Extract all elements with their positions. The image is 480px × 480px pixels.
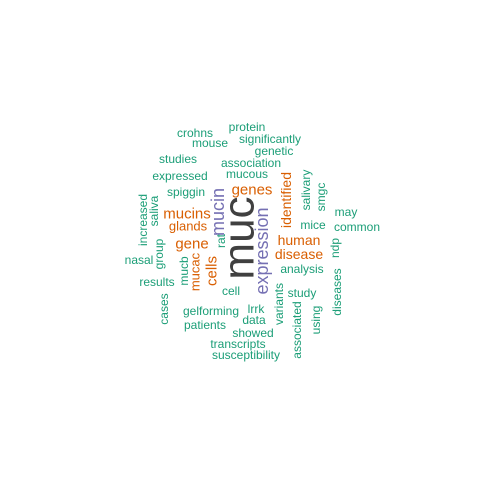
- word-expressed: expressed: [152, 169, 207, 183]
- word-identified: identified: [278, 172, 294, 228]
- word-showed: showed: [232, 326, 273, 340]
- word-crohns: crohns: [177, 126, 213, 140]
- word-variants: variants: [272, 283, 286, 325]
- word-rat: rat: [214, 233, 228, 248]
- word-group: group: [152, 238, 166, 269]
- word-cell: cell: [222, 284, 240, 298]
- word-mucin: mucin: [208, 188, 228, 236]
- word-results: results: [139, 275, 174, 289]
- word-mucins: mucins: [163, 206, 211, 223]
- word-mucb: mucb: [177, 256, 191, 286]
- word-increased: increased: [136, 194, 150, 246]
- word-using: using: [309, 306, 323, 335]
- word-muc: muc: [215, 196, 264, 279]
- word-gelforming: gelforming: [183, 304, 239, 318]
- word-mouse: mouse: [192, 136, 228, 150]
- word-spiggin: spiggin: [167, 185, 205, 199]
- word-studies: studies: [159, 152, 197, 166]
- word-study: study: [288, 286, 317, 300]
- word-disease: disease: [275, 246, 323, 262]
- word-data: data: [242, 313, 266, 327]
- word-susceptibility: susceptibility: [212, 348, 280, 362]
- word-mucous: mucous: [226, 167, 268, 181]
- word-lrrk: lrrk: [248, 302, 266, 316]
- word-nasal: nasal: [125, 253, 154, 267]
- word-cases: cases: [157, 293, 171, 324]
- word-association: association: [221, 156, 281, 170]
- word-cells: cells: [204, 256, 221, 286]
- word-significantly: significantly: [239, 132, 301, 146]
- word-salivary: salivary: [299, 170, 313, 211]
- word-genes: genes: [232, 182, 273, 199]
- word-gene: gene: [175, 236, 208, 253]
- word-analysis: analysis: [280, 262, 323, 276]
- word-mice: mice: [300, 218, 326, 232]
- word-transcripts: transcripts: [210, 337, 265, 351]
- word-glands: glands: [169, 219, 208, 234]
- word-common: common: [334, 220, 380, 234]
- word-diseases: diseases: [330, 268, 344, 315]
- word-may: may: [335, 205, 358, 219]
- word-expression: expression: [252, 207, 272, 294]
- word-protein: protein: [229, 120, 266, 134]
- word-patients: patients: [184, 318, 226, 332]
- word-associated: associated: [290, 301, 304, 358]
- word-genetic: genetic: [255, 144, 294, 158]
- word-human: human: [278, 232, 321, 248]
- word-mucac: mucac: [188, 252, 203, 291]
- word-saliva: saliva: [147, 195, 161, 226]
- word-smgc: smgc: [314, 183, 328, 212]
- word-ndp: ndp: [328, 238, 342, 258]
